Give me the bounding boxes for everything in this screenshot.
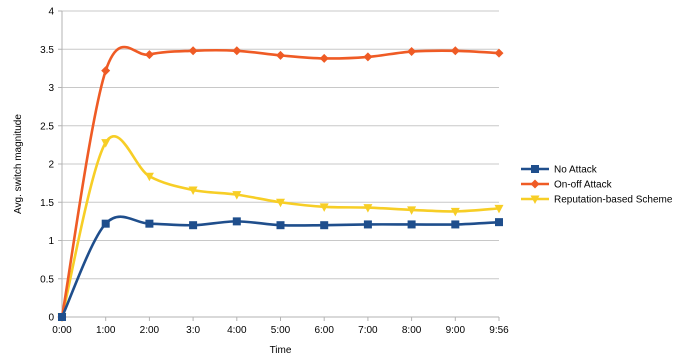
series-1: [57, 45, 504, 322]
legend: No Attack On-off Attack Reputation-based S…: [521, 165, 673, 206]
legend-label: On-off Attack: [554, 180, 613, 191]
x-tick-label: 4:00: [227, 325, 247, 336]
data-point: [232, 217, 241, 226]
y-tick-label: 0: [48, 313, 54, 324]
data-point: [450, 207, 460, 217]
x-tick-label: 8:00: [402, 325, 422, 336]
x-tick-label: 9:00: [446, 325, 466, 336]
data-point: [145, 219, 154, 228]
x-tick-labels: 0:00 1:00 2:00 3:0 4:00 5:00 6:00 7:00 8:00 9:00 9…: [52, 325, 509, 336]
x-tick-label: 0:00: [52, 325, 72, 336]
y-tick-label: 0.5: [40, 274, 54, 285]
data-point: [232, 46, 242, 56]
x-tick-label: 7:00: [358, 325, 378, 336]
legend-item: Reputation-based Scheme: [521, 195, 673, 206]
legend-label: No Attack: [554, 165, 598, 176]
data-point: [320, 221, 329, 230]
data-point: [276, 50, 285, 60]
series-line: [60, 135, 500, 318]
legend-swatch-marker: [530, 195, 540, 204]
data-point: [363, 52, 373, 62]
series-0: [58, 215, 503, 321]
y-tick-label: 3.5: [40, 45, 54, 56]
data-point: [495, 218, 503, 227]
legend-label: Reputation-based Scheme: [554, 195, 673, 206]
data-point: [494, 48, 504, 58]
x-tick-label: 2:00: [140, 325, 160, 336]
x-axis-title: Time: [270, 345, 292, 356]
data-point: [276, 221, 285, 230]
y-tick-label: 2.5: [40, 121, 54, 132]
y-tick-label: 1.5: [40, 198, 54, 209]
data-point: [144, 50, 154, 60]
data-point: [363, 220, 372, 229]
x-tick-label: 6:00: [314, 325, 334, 336]
data-point: [144, 172, 154, 182]
data-point: [451, 220, 460, 229]
x-tick-label: 9:56: [489, 325, 509, 336]
legend-swatch-marker: [530, 179, 540, 189]
x-tick-label: 1:00: [96, 325, 116, 336]
data-point: [319, 53, 329, 63]
y-tick-label: 1: [48, 236, 54, 247]
data-point: [101, 139, 111, 148]
legend-item: No Attack: [521, 165, 598, 176]
data-point: [407, 47, 417, 57]
data-point: [407, 206, 417, 215]
data-point: [232, 191, 242, 200]
y-tick-labels: 0 0.5 1 1.5 2 2.5 3 3.5 4: [40, 7, 54, 324]
series-group: [57, 45, 504, 322]
y-tick-label: 3: [48, 83, 54, 94]
data-point: [188, 186, 198, 196]
data-point: [494, 204, 504, 214]
x-tick-label: 5:00: [271, 325, 291, 336]
legend-item: On-off Attack: [521, 179, 613, 191]
data-point: [319, 203, 329, 212]
y-tick-label: 2: [48, 160, 54, 171]
data-point: [189, 221, 198, 230]
y-tick-label: 4: [48, 7, 54, 18]
legend-swatch-marker: [531, 165, 539, 173]
data-point: [188, 46, 198, 56]
data-point: [101, 219, 110, 228]
data-point: [276, 198, 285, 208]
series-2: [57, 135, 504, 322]
data-point: [407, 220, 416, 229]
data-point: [363, 204, 373, 213]
data-point: [450, 46, 460, 56]
x-tick-label: 3:0: [186, 325, 200, 336]
data-point: [101, 66, 111, 76]
data-point: [58, 313, 66, 321]
y-axis-title: Avg. switch magnitude: [13, 114, 24, 214]
